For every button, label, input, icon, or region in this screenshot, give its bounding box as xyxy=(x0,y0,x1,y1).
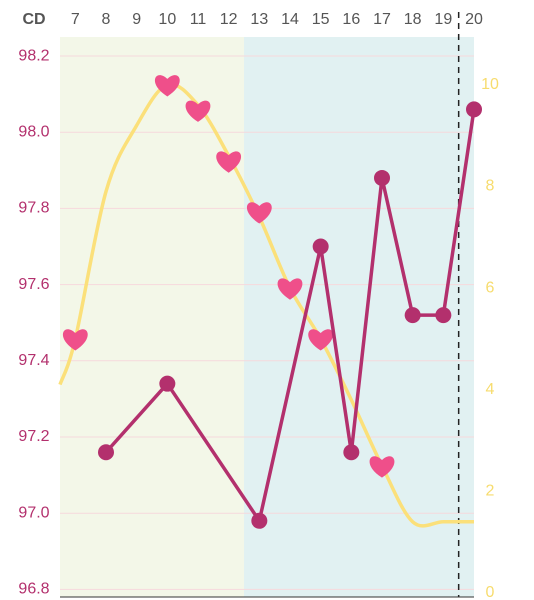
x-tick-label: 14 xyxy=(281,11,299,28)
heart-marker xyxy=(62,329,88,351)
y-tick-label: 98.0 xyxy=(18,123,49,140)
temperature-point xyxy=(312,238,329,255)
y2-tick-label: 2 xyxy=(486,483,495,500)
x-axis-label: CD xyxy=(22,11,45,28)
y-tick-label: 97.6 xyxy=(18,276,49,293)
heart-marker xyxy=(308,329,334,351)
x-tick-label: 19 xyxy=(434,11,452,28)
x-tick-label: 8 xyxy=(102,11,111,28)
heart-marker xyxy=(185,100,211,122)
x-tick-label: 18 xyxy=(404,11,422,28)
y2-tick-label: 4 xyxy=(486,381,495,398)
y-tick-label: 97.2 xyxy=(18,428,49,445)
y2-tick-label: 8 xyxy=(486,178,495,195)
temperature-point xyxy=(374,169,390,186)
y-tick-label: 97.0 xyxy=(18,504,49,521)
y-tick-label: 98.2 xyxy=(18,47,49,64)
x-tick-label: 11 xyxy=(190,11,207,28)
x-tick-label: 15 xyxy=(312,11,330,28)
x-tick-label: 16 xyxy=(342,11,360,28)
heart-marker xyxy=(154,75,180,97)
temperature-point xyxy=(466,101,482,118)
y2-tick-label: 0 xyxy=(486,584,495,600)
y2-tick-label: 10 xyxy=(481,76,499,93)
temperature-point xyxy=(251,512,268,529)
temperature-point xyxy=(98,444,114,461)
x-tick-label: 10 xyxy=(158,11,176,28)
x-tick-label: 20 xyxy=(465,11,483,28)
y-tick-label: 97.8 xyxy=(18,200,49,217)
heart-marker xyxy=(277,278,303,300)
heart-marker xyxy=(369,456,395,478)
temperature-point xyxy=(343,444,360,461)
x-tick-label: 9 xyxy=(132,11,141,28)
heart-marker xyxy=(246,202,272,224)
temperature-point xyxy=(435,307,452,324)
x-tick-label: 17 xyxy=(373,11,391,28)
x-tick-label: 13 xyxy=(250,11,268,28)
y-tick-label: 97.4 xyxy=(18,352,49,369)
y-tick-label: 96.8 xyxy=(18,581,49,598)
temperature-point xyxy=(159,375,176,392)
temperature-point xyxy=(404,307,421,324)
y2-tick-label: 6 xyxy=(486,279,495,296)
heart-marker xyxy=(216,151,242,173)
x-tick-label: 12 xyxy=(220,11,238,28)
x-tick-label: 7 xyxy=(71,11,80,28)
